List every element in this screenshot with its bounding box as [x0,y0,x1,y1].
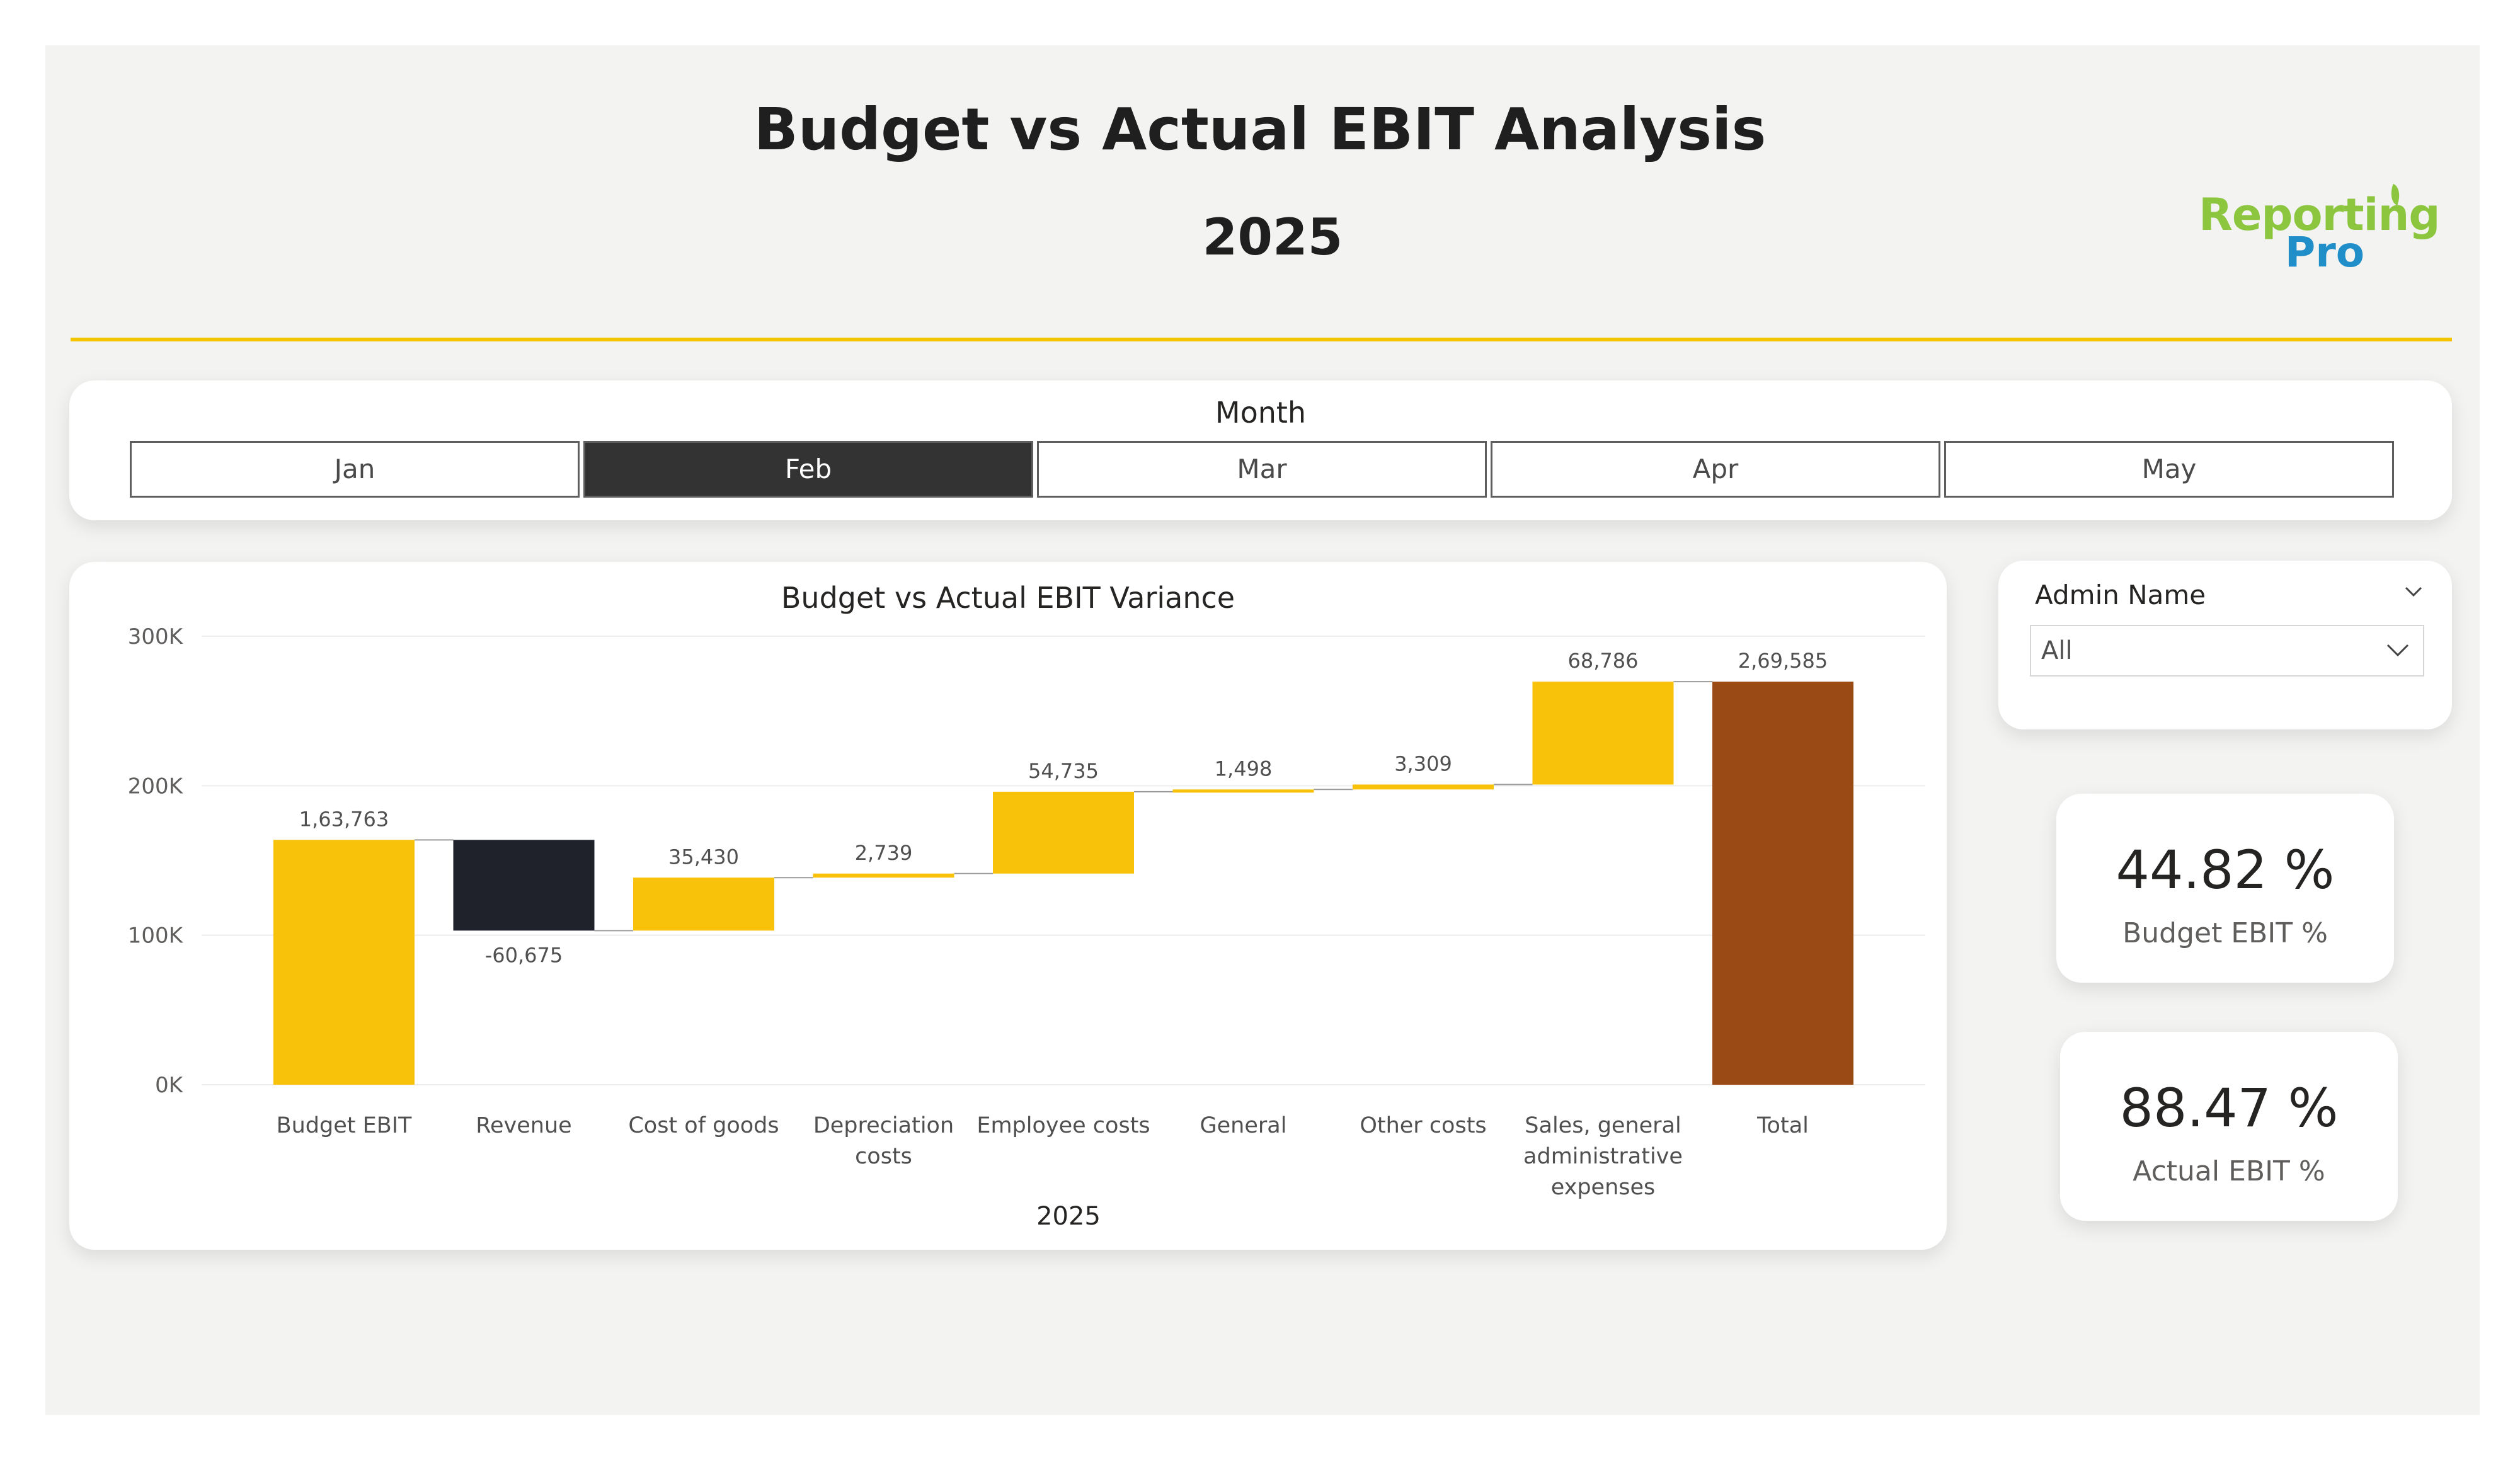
actual-ebit-label: Actual EBIT % [2133,1155,2325,1187]
x-tick-label: expenses [1551,1175,1656,1200]
waterfall-chart: 0K 100K 200K 300K 1,63,763 Budget EBIT -60,675… [128,624,1925,1231]
data-label: 2,739 [855,841,913,865]
ebit-variance-chart-card: Budget vs Actual EBIT Variance 0K 100K 200… [69,562,1947,1250]
chart-title: Budget vs Actual EBIT Variance [781,581,1235,615]
x-tick-label: Total [1756,1113,1809,1138]
admin-name-selected: All [2041,636,2073,665]
x-tick-label: Employee costs [976,1113,1150,1138]
data-label: 54,735 [1028,759,1099,783]
month-option-feb[interactable]: Feb [583,441,1033,498]
data-label: 1,63,763 [299,807,389,831]
actual-ebit-kpi: 88.47 % Actual EBIT % [2060,1032,2398,1221]
reporting-pro-logo: Reporting Pro [2199,183,2441,283]
month-option-may[interactable]: May [1944,441,2394,498]
admin-name-label: Admin Name [2035,580,2206,610]
admin-name-dropdown[interactable]: All [2030,625,2424,677]
waterfall-bar [1353,784,1494,790]
waterfall-bar [813,873,954,878]
x-tick-label: Cost of goods [628,1113,779,1138]
x-tick-label: Budget EBIT [277,1113,412,1138]
waterfall-bar [273,840,415,1085]
page-title: Budget vs Actual EBIT Analysis [753,96,1767,163]
data-label: -60,675 [485,943,563,967]
month-option-jan[interactable]: Jan [130,441,580,498]
x-tick-label: Depreciation [813,1113,954,1138]
month-slicer-title: Month [1215,396,1307,430]
logo-text-line2: Pro [2284,228,2365,277]
x-tick-label: General [1200,1113,1287,1138]
page-subtitle: 2025 [1202,208,1343,266]
data-label: 68,786 [1568,649,1639,673]
waterfall-bar [993,791,1134,874]
budget-ebit-label: Budget EBIT % [2122,917,2328,949]
waterfall-bar [633,877,774,931]
x-tick-label: costs [855,1144,912,1169]
y-tick-label: 300K [128,624,184,649]
data-label: 1,498 [1215,757,1273,780]
month-slicer: Month Jan Feb Mar Apr May [69,380,2452,520]
waterfall-bar [1712,682,1853,1085]
month-option-mar[interactable]: Mar [1037,441,1487,498]
y-tick-label: 100K [128,923,184,949]
logo-text-line1: Reporting [2199,189,2441,241]
dropdown-chevron-icon[interactable] [2385,640,2410,659]
budget-ebit-value: 44.82 % [2116,839,2335,901]
x-axis-title: 2025 [1036,1202,1101,1231]
waterfall-bar [453,840,595,931]
chevron-down-icon[interactable] [2404,582,2423,601]
month-option-apr[interactable]: Apr [1491,441,1940,498]
admin-name-filter: Admin Name All [1998,561,2452,729]
x-tick-label: Revenue [476,1113,571,1138]
data-label: 3,309 [1394,751,1452,775]
y-tick-label: 0K [155,1073,184,1098]
waterfall-bar [1532,682,1674,785]
x-tick-label: administrative [1523,1144,1683,1169]
data-label: 2,69,585 [1738,649,1828,673]
x-tick-label: Other costs [1360,1113,1486,1138]
header-divider [71,338,2452,341]
actual-ebit-value: 88.47 % [2119,1077,2339,1139]
data-label: 35,430 [668,845,739,869]
x-tick-label: Sales, general [1525,1113,1681,1138]
y-tick-label: 200K [128,774,184,799]
budget-ebit-kpi: 44.82 % Budget EBIT % [2056,794,2394,983]
waterfall-bar [1172,789,1314,793]
